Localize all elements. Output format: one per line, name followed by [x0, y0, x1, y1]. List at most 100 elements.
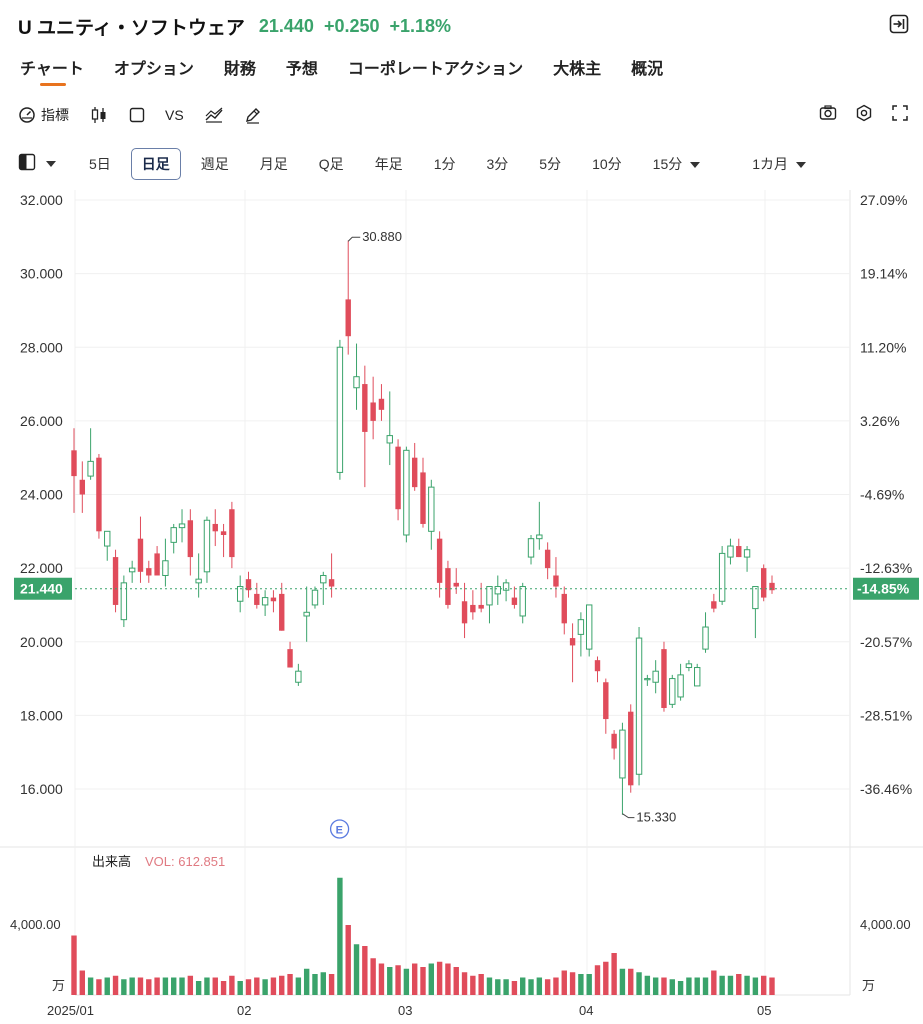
- period-5d[interactable]: 5日: [89, 156, 111, 172]
- period-1m[interactable]: 1分: [433, 156, 456, 172]
- volume-bar: [769, 977, 775, 995]
- y-tick-label-left: 28.000: [20, 339, 63, 355]
- volume-bar: [686, 977, 692, 995]
- volume-bar: [677, 981, 684, 995]
- volume-value-label: VOL: 612.851: [145, 854, 225, 869]
- rectangle-icon[interactable]: [129, 107, 145, 123]
- volume-bar: [628, 968, 634, 995]
- tab-financials[interactable]: 財務: [223, 61, 256, 78]
- volume-bar: [760, 975, 767, 995]
- period-selector: 5日 日足 週足 月足 Q足 年足 1分 3分 5分 10分 15分 1カ月: [18, 148, 826, 180]
- candle-body-up: [403, 449, 410, 536]
- volume-unit-right: 万: [862, 978, 875, 993]
- low-marker-line: [622, 813, 635, 819]
- candle-body-up: [486, 586, 493, 606]
- candle-body-up: [585, 604, 593, 650]
- volume-bar: [254, 977, 260, 995]
- tab-major-shareholders[interactable]: 大株主: [553, 61, 602, 78]
- period-monthly[interactable]: 月足: [259, 156, 288, 172]
- volume-bar: [636, 972, 642, 995]
- volume-bar: [295, 977, 302, 995]
- tab-corporate-actions[interactable]: コーポレートアクション: [347, 61, 524, 78]
- panel-exit-icon[interactable]: [889, 14, 909, 34]
- volume-bar: [328, 974, 335, 995]
- volume-bar: [702, 977, 709, 995]
- candle-body-up: [718, 552, 726, 602]
- pen-draw-icon[interactable]: [244, 106, 262, 124]
- current-pct-badge: [853, 577, 919, 600]
- x-tick-label: 03: [398, 1003, 412, 1018]
- x-tick-label: 02: [237, 1003, 251, 1018]
- volume-bar: [445, 963, 451, 995]
- period-15m-dropdown[interactable]: 15分: [642, 148, 712, 180]
- volume-bar: [195, 981, 202, 995]
- candle-body-down: [287, 649, 293, 668]
- candle-body-up: [203, 519, 211, 573]
- candle-body-up: [702, 626, 709, 650]
- candle-body-down: [760, 568, 767, 598]
- candle-body-up: [727, 545, 734, 558]
- tab-options[interactable]: オプション: [113, 61, 194, 78]
- candle-body-up: [685, 663, 693, 669]
- camera-icon[interactable]: [819, 104, 837, 127]
- chevron-down-icon: [796, 162, 807, 169]
- period-5m[interactable]: 5分: [539, 156, 562, 172]
- candle-body-down: [187, 520, 194, 558]
- candle-body-down: [229, 509, 235, 558]
- volume-bar: [71, 935, 77, 995]
- candle-body-up: [428, 486, 435, 532]
- candle-body-down: [769, 582, 775, 591]
- candle-body-down: [453, 582, 459, 587]
- chevron-down-icon: [690, 162, 701, 169]
- volume-bar: [312, 974, 318, 995]
- volume-bar: [694, 977, 700, 995]
- fullscreen-icon[interactable]: [891, 104, 909, 127]
- chart-toolbar: 指標 VS: [18, 100, 262, 130]
- candlestick-icon[interactable]: [89, 106, 109, 124]
- tab-chart[interactable]: チャート: [20, 58, 84, 88]
- candle-body-up: [236, 586, 244, 602]
- candle-body-up: [336, 346, 344, 473]
- vs-compare-button[interactable]: VS: [165, 107, 184, 123]
- volume-bar: [711, 970, 717, 995]
- volume-bar: [262, 979, 268, 995]
- candle-body-up: [619, 729, 626, 779]
- volume-bar: [661, 977, 667, 995]
- candle-body-up: [494, 586, 501, 595]
- y-tick-label-right: -4.69%: [860, 487, 904, 503]
- chart-line-icon[interactable]: [204, 106, 224, 124]
- period-weekly[interactable]: 週足: [200, 156, 229, 172]
- candle-body-down: [96, 457, 102, 532]
- indicator-button[interactable]: 指標: [18, 105, 69, 125]
- candle-body-down: [370, 402, 376, 421]
- high-marker-line: [347, 236, 361, 242]
- settings-icon[interactable]: [855, 104, 873, 127]
- volume-bar: [511, 981, 518, 995]
- candlestick-chart[interactable]: 2025/01 02 03 04 05 32.000 27.09% 30.000 19.14% 2…: [0, 185, 923, 1024]
- volume-bar: [387, 967, 393, 995]
- range-dropdown[interactable]: 1カ月: [741, 148, 817, 180]
- candle-body-down: [137, 538, 144, 572]
- indicator-label: 指標: [41, 107, 69, 123]
- volume-bar: [87, 977, 94, 995]
- tab-forecast[interactable]: 予想: [285, 61, 318, 78]
- last-price: 21.440: [258, 15, 314, 36]
- candle-body-down: [112, 557, 119, 605]
- period-10m[interactable]: 10分: [592, 156, 622, 172]
- candle-body-up: [162, 560, 169, 576]
- candle-body-up: [195, 578, 202, 584]
- volume-bar: [611, 953, 617, 995]
- period-quarterly[interactable]: Q足: [318, 156, 344, 172]
- volume-bar: [603, 961, 609, 995]
- chart-area[interactable]: 2025/01 02 03 04 05 32.000 27.09% 30.000 19.14% 2…: [0, 185, 923, 1024]
- tab-overview[interactable]: 概況: [631, 61, 664, 78]
- volume-bar: [420, 967, 426, 995]
- candle-body-up: [669, 678, 676, 705]
- period-daily[interactable]: 日足: [130, 148, 181, 180]
- volume-bar: [428, 963, 435, 995]
- period-yearly[interactable]: 年足: [374, 156, 403, 172]
- volume-bar: [578, 974, 584, 995]
- period-3m[interactable]: 3分: [486, 156, 509, 172]
- layout-toggle[interactable]: [18, 153, 56, 176]
- candle-body-up: [104, 530, 111, 547]
